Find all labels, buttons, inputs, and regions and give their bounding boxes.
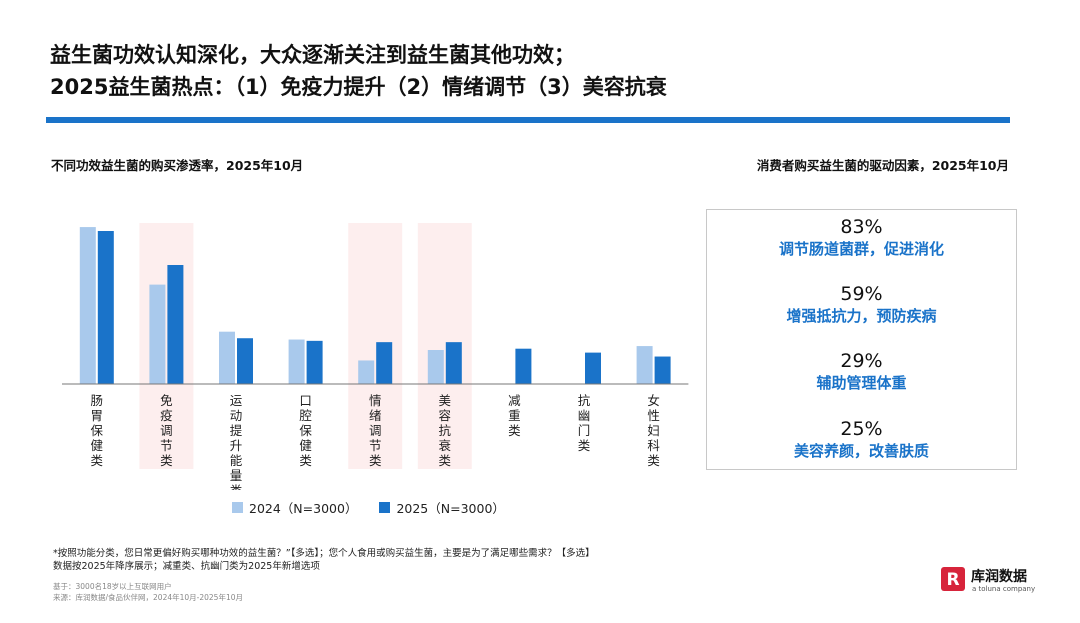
logo-mark-icon: R <box>941 567 965 591</box>
bar-2025 <box>515 348 532 384</box>
legend-swatch-2024 <box>232 502 243 513</box>
driver-label: 美容养颜，改善肤质 <box>793 442 929 460</box>
driver-item: 25% 美容养颜，改善肤质 <box>707 418 1016 461</box>
bar-2024 <box>219 331 235 384</box>
bar-2025 <box>237 338 253 384</box>
source-base: 基于：3000名18岁以上互联网用户 <box>53 582 172 591</box>
bar-2025 <box>97 231 114 384</box>
highlight-band <box>417 223 472 469</box>
page-title-line1: 益生菌功效认知深化，大众逐渐关注到益生菌其他功效； <box>50 43 575 67</box>
x-tick-label: 女性妇科类 <box>647 393 660 468</box>
logo-mark-letter: R <box>946 570 959 590</box>
driver-value: 83% <box>840 216 883 238</box>
legend-swatch-2025 <box>379 502 391 513</box>
bar-2025 <box>376 342 393 384</box>
x-tick-label: 运动提升能量类 <box>230 393 243 490</box>
bar-2024 <box>288 339 305 384</box>
x-tick-label: 免疫调节类 <box>160 393 173 468</box>
bar-2024 <box>358 360 375 384</box>
purchase-drivers-box: 83% 调节肠道菌群，促进消化 59% 增强抵抗力，预防疾病 29% 辅助管理体… <box>706 209 1017 470</box>
driver-label: 增强抵抗力，预防疾病 <box>786 307 937 325</box>
x-tick-label: 抗幽门类 <box>578 393 591 453</box>
legend-item-2025: 2025（N=3000） <box>379 498 505 517</box>
bar-2025 <box>306 340 323 384</box>
page-title-line2: 2025益生菌热点：（1）免疫力提升（2）情绪调节（3）美容抗衰 <box>50 75 667 99</box>
title-divider <box>46 117 1010 123</box>
highlight-band <box>348 223 403 469</box>
legend-label-2025: 2025（N=3000） <box>396 501 505 516</box>
x-tick-label: 肠胃保健类 <box>91 393 104 468</box>
chart-subtitle: 不同功效益生菌的购买渗透率，2025年10月 <box>51 158 304 173</box>
legend-label-2024: 2024（N=3000） <box>249 501 358 516</box>
bar-2024 <box>79 227 96 384</box>
highlight-band <box>139 223 194 469</box>
bar-2025 <box>585 352 601 384</box>
logo-name: 库润数据 <box>971 569 1027 585</box>
x-tick-label: 情绪调节类 <box>369 393 382 468</box>
bar-2024 <box>427 350 444 384</box>
brand-logo: R 库润数据 a toluna company <box>941 566 1051 596</box>
bar-2025 <box>445 342 462 384</box>
driver-label: 调节肠道菌群，促进消化 <box>778 240 944 258</box>
logo-tagline: a toluna company <box>972 585 1036 593</box>
driver-label: 辅助管理体重 <box>816 374 907 392</box>
footnote-question: *按照功能分类，您日常更偏好购买哪种功效的益生菌？”【多选】；您个人食用或购买益… <box>53 548 595 559</box>
driver-value: 25% <box>840 418 883 440</box>
driver-item: 29% 辅助管理体重 <box>707 350 1016 393</box>
bar-2024 <box>149 284 166 384</box>
chart-legend: 2024（N=3000） 2025（N=3000） <box>232 498 505 517</box>
bar-2025 <box>167 265 184 384</box>
bar-2024 <box>636 346 653 384</box>
driver-value: 29% <box>840 350 883 372</box>
x-tick-label: 减重类 <box>508 393 521 438</box>
x-tick-label: 口腔保健类 <box>299 393 312 468</box>
source-reference: 来源：库润数据/食品伙伴网，2024年10月-2025年10月 <box>53 593 243 602</box>
penetration-bar-chart: 肠胃保健类 免疫调节类 运动提升能量类 口腔保健类 情绪调节类 美容抗衰类 减重类 抗幽门类 女… <box>62 223 689 490</box>
legend-item-2024: 2024（N=3000） <box>232 498 357 517</box>
driver-item: 83% 调节肠道菌群，促进消化 <box>707 216 1016 259</box>
footnote-sorting: 数据按2025年降序展示；减重类、抗幽门类为2025年新增选项 <box>53 561 320 572</box>
driver-item: 59% 增强抵抗力，预防疾病 <box>707 283 1016 326</box>
x-tick-label: 美容抗衰类 <box>439 393 452 468</box>
drivers-subtitle: 消费者购买益生菌的驱动因素，2025年10月 <box>756 158 1009 173</box>
driver-value: 59% <box>840 283 883 305</box>
bar-2025 <box>654 356 671 384</box>
